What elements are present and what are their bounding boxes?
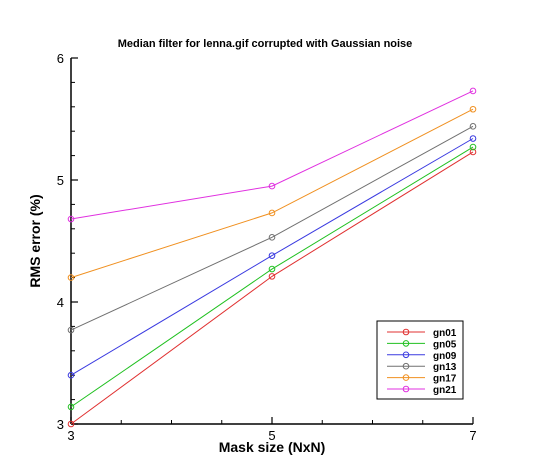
x-tick-label: 3 [67, 428, 74, 443]
data-point-gn21 [469, 87, 477, 95]
legend-marker-gn13 [402, 362, 410, 370]
data-point-gn05 [67, 403, 75, 411]
data-point-gn17 [67, 274, 75, 281]
legend-marker-gn21 [402, 385, 410, 393]
legend-label-gn05: gn05 [433, 339, 457, 350]
series-line-gn13 [70, 125, 474, 331]
series-line-gn09 [70, 138, 474, 376]
x-tick-label: 7 [469, 428, 476, 443]
data-point-gn17 [469, 105, 477, 113]
data-point-gn05 [469, 143, 477, 151]
y-tick-label: 4 [57, 295, 64, 310]
data-point-gn01 [268, 273, 276, 280]
legend-label-gn13: gn13 [433, 362, 457, 373]
data-point-gn01 [469, 148, 477, 156]
data-point-gn09 [67, 371, 75, 379]
y-tick-label: 6 [57, 51, 64, 66]
series-line-gn21 [70, 90, 474, 220]
y-tick-label: 3 [57, 417, 64, 432]
legend-label-gn17: gn17 [433, 374, 457, 385]
legend-marker-gn17 [402, 374, 410, 381]
legend-box [376, 320, 464, 400]
x-axis-title: Mask size (NxN) [219, 439, 326, 455]
data-point-gn13 [268, 234, 276, 241]
legend-label-gn09: gn09 [433, 351, 457, 362]
series-points [67, 87, 477, 428]
chart-title: Median filter for lenna.gif corrupted wi… [118, 38, 413, 50]
data-point-gn01 [67, 420, 75, 428]
data-point-gn21 [268, 182, 276, 190]
y-tick-label: 5 [57, 173, 64, 188]
data-point-gn17 [268, 209, 276, 217]
legend-label-gn21: gn21 [433, 385, 457, 396]
data-point-gn09 [469, 135, 477, 142]
ticks: 3 4 5 6 3 5 7 [57, 51, 477, 443]
legend-marker-gn05 [402, 340, 410, 347]
series-line-gn01 [70, 151, 474, 425]
data-point-gn05 [268, 265, 276, 273]
data-point-gn13 [469, 123, 477, 130]
legend-marker-gn09 [402, 351, 410, 359]
legend-marker-gn01 [402, 328, 410, 336]
series-line-gn05 [70, 146, 474, 408]
series-line-gn17 [70, 108, 474, 279]
legend-label-gn01: gn01 [433, 328, 457, 339]
data-point-gn13 [67, 326, 75, 334]
data-point-gn21 [67, 215, 75, 223]
data-point-gn09 [268, 252, 276, 259]
x-tick-label: 5 [268, 428, 275, 443]
y-axis-title: RMS error (%) [27, 194, 43, 287]
series-lines [70, 90, 474, 425]
